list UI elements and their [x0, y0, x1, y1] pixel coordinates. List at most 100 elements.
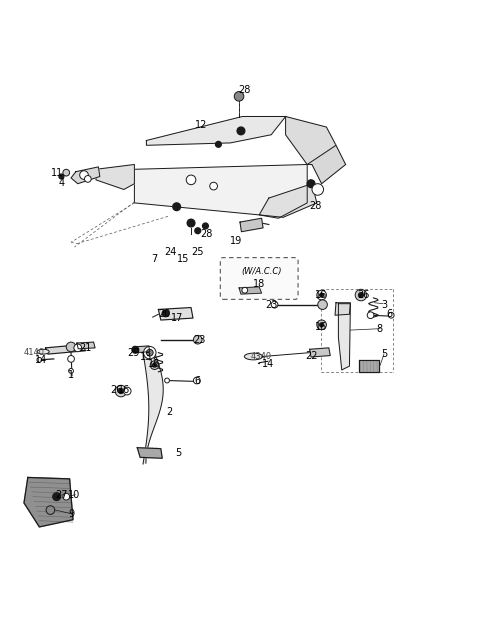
Text: 9: 9	[68, 509, 74, 519]
Circle shape	[46, 506, 55, 515]
Circle shape	[203, 223, 208, 229]
Text: 13: 13	[140, 352, 153, 362]
Text: 5: 5	[381, 349, 387, 359]
Text: 14: 14	[35, 355, 47, 365]
Circle shape	[173, 203, 180, 210]
FancyBboxPatch shape	[220, 258, 298, 299]
Text: 16: 16	[314, 290, 327, 300]
Circle shape	[74, 344, 82, 352]
Text: 14: 14	[262, 358, 274, 369]
Circle shape	[318, 300, 327, 310]
Text: 17: 17	[171, 313, 184, 323]
Text: 29: 29	[127, 347, 140, 358]
Circle shape	[317, 320, 326, 329]
Circle shape	[63, 494, 70, 500]
Text: 10: 10	[68, 490, 81, 500]
Polygon shape	[259, 184, 317, 217]
Circle shape	[162, 310, 169, 317]
Text: 4140: 4140	[24, 348, 45, 357]
Text: 20: 20	[158, 309, 170, 319]
Text: 12: 12	[195, 120, 208, 130]
Polygon shape	[143, 353, 163, 464]
Circle shape	[367, 312, 374, 318]
Circle shape	[53, 493, 60, 500]
Ellipse shape	[37, 349, 49, 354]
Circle shape	[63, 169, 70, 176]
Polygon shape	[134, 165, 307, 218]
Text: 4340: 4340	[251, 352, 272, 361]
Circle shape	[68, 355, 74, 362]
Circle shape	[150, 361, 159, 370]
Circle shape	[69, 368, 73, 373]
Text: 18: 18	[253, 278, 265, 289]
Polygon shape	[77, 342, 95, 349]
Text: 21: 21	[79, 343, 92, 353]
Circle shape	[320, 323, 324, 327]
Text: 16: 16	[148, 358, 161, 369]
Polygon shape	[71, 167, 100, 184]
Circle shape	[271, 301, 278, 308]
Polygon shape	[307, 145, 346, 184]
Circle shape	[312, 184, 324, 195]
Polygon shape	[239, 287, 262, 294]
Circle shape	[237, 127, 245, 135]
Text: (W/A.C.C): (W/A.C.C)	[241, 267, 282, 276]
Polygon shape	[24, 478, 73, 527]
Circle shape	[59, 174, 64, 179]
Polygon shape	[310, 348, 330, 357]
Text: 6: 6	[387, 309, 393, 319]
Polygon shape	[96, 165, 134, 189]
Text: 26: 26	[110, 385, 122, 395]
Polygon shape	[286, 117, 336, 165]
Text: 26: 26	[358, 290, 370, 300]
Circle shape	[234, 91, 244, 101]
Text: 2: 2	[166, 407, 172, 416]
Circle shape	[187, 219, 195, 227]
Circle shape	[307, 180, 315, 188]
Polygon shape	[338, 304, 350, 370]
Circle shape	[119, 389, 123, 394]
Circle shape	[132, 346, 139, 353]
Polygon shape	[240, 218, 263, 232]
Circle shape	[193, 336, 202, 344]
Text: 6: 6	[195, 376, 201, 386]
Polygon shape	[133, 346, 150, 353]
Polygon shape	[46, 344, 85, 354]
Text: 4: 4	[59, 178, 64, 188]
Circle shape	[388, 312, 394, 318]
Text: 5: 5	[175, 449, 182, 458]
Circle shape	[242, 288, 248, 293]
Text: 7: 7	[151, 254, 158, 263]
Circle shape	[80, 171, 88, 180]
Text: 23: 23	[193, 334, 205, 345]
Circle shape	[165, 378, 169, 383]
Text: 27: 27	[55, 490, 68, 500]
Polygon shape	[137, 448, 162, 458]
Text: 25: 25	[192, 247, 204, 257]
Circle shape	[193, 377, 200, 384]
Text: 15: 15	[177, 254, 190, 263]
Ellipse shape	[244, 353, 263, 360]
Circle shape	[66, 342, 76, 352]
Polygon shape	[146, 117, 286, 145]
Text: 28: 28	[239, 85, 251, 95]
Text: 16: 16	[314, 321, 327, 332]
Circle shape	[37, 357, 42, 362]
Circle shape	[359, 292, 363, 297]
Circle shape	[195, 228, 201, 234]
Circle shape	[355, 289, 367, 301]
Circle shape	[320, 293, 324, 297]
Text: 16: 16	[118, 385, 130, 395]
Circle shape	[146, 349, 153, 356]
Text: 28: 28	[310, 201, 322, 211]
Circle shape	[115, 385, 127, 397]
Text: 22: 22	[305, 350, 317, 360]
Circle shape	[216, 141, 221, 147]
Text: 8: 8	[376, 324, 382, 334]
Text: 3: 3	[381, 300, 387, 310]
Polygon shape	[158, 307, 193, 320]
Circle shape	[84, 176, 91, 182]
Text: 24: 24	[164, 247, 177, 257]
Text: 19: 19	[230, 236, 242, 246]
Text: 23: 23	[265, 300, 277, 310]
